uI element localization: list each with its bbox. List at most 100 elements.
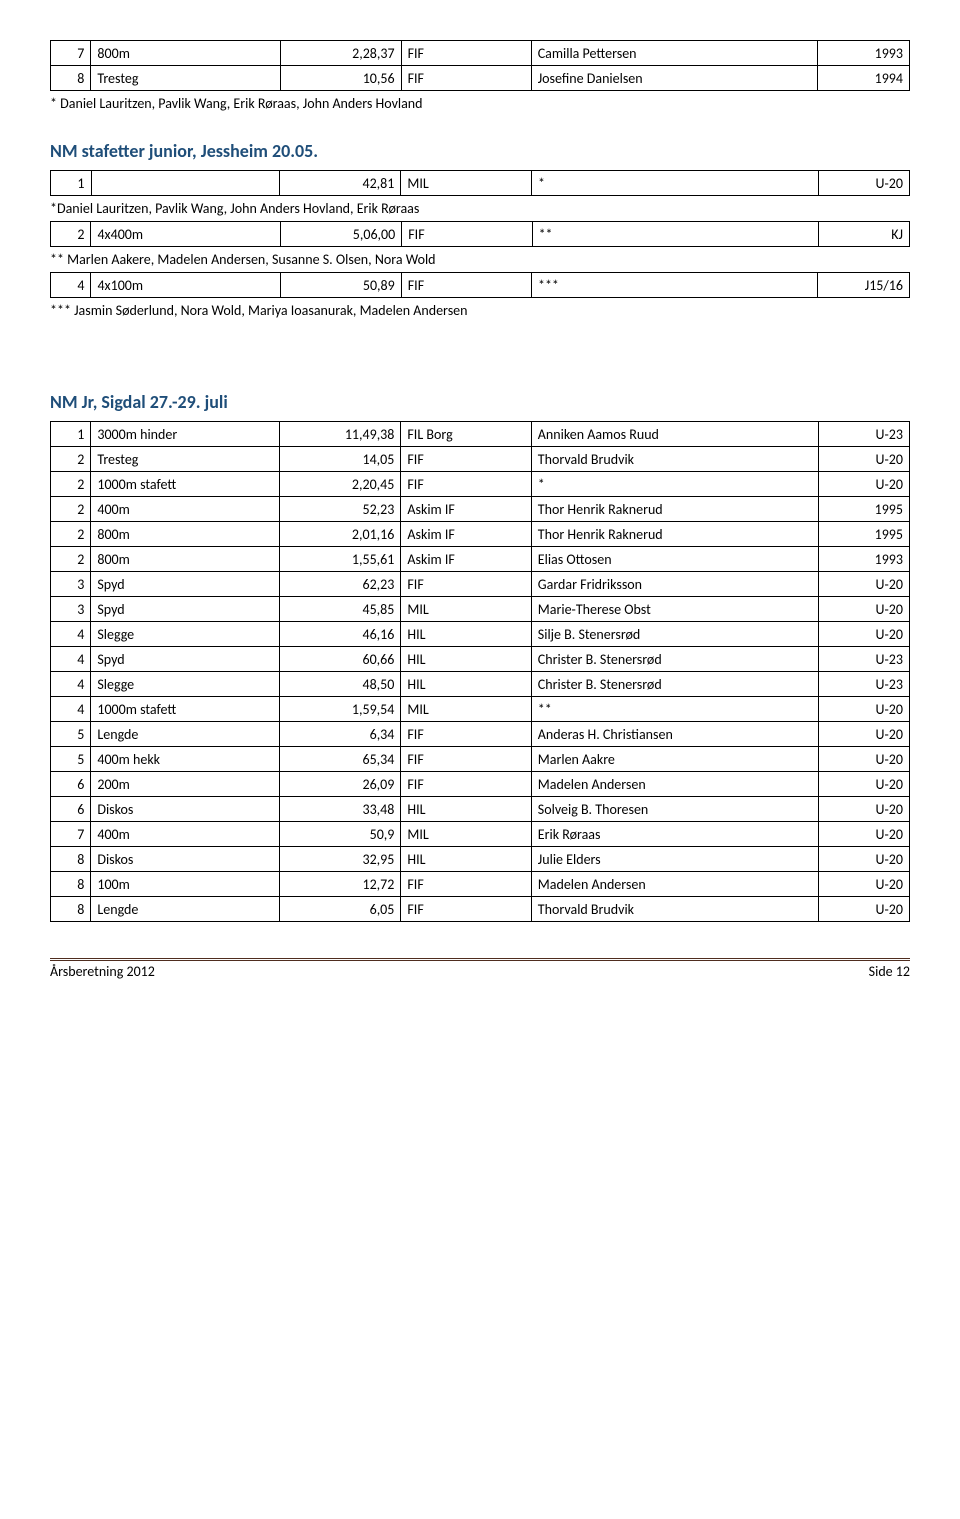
- cell-place: 7: [51, 41, 91, 66]
- cell-place: 4: [51, 273, 91, 298]
- cell-name: Marie-Therese Obst: [531, 597, 818, 622]
- cell-name: Gardar Fridriksson: [531, 572, 818, 597]
- cell-name: Madelen Andersen: [531, 772, 818, 797]
- cell-event: 800m: [91, 41, 280, 66]
- table-row: 4Spyd60,66HILChrister B. StenersrødU-23: [51, 647, 910, 672]
- cell-result: 12,72: [280, 872, 401, 897]
- cell-event: 4x100m: [91, 273, 280, 298]
- cell-result: 6,34: [280, 722, 401, 747]
- cell-year: U-20: [818, 822, 910, 847]
- footer-left: Årsberetning 2012: [50, 963, 155, 980]
- cell-result: 32,95: [280, 847, 401, 872]
- cell-club: FIF: [401, 447, 531, 472]
- cell-year: KJ: [818, 222, 909, 247]
- cell-result: 46,16: [280, 622, 401, 647]
- table-row: 6200m26,09FIFMadelen AndersenU-20: [51, 772, 910, 797]
- cell-club: FIL Borg: [401, 422, 531, 447]
- cell-event: Slegge: [91, 672, 280, 697]
- cell-place: 3: [51, 572, 91, 597]
- cell-club: HIL: [401, 847, 531, 872]
- cell-year: U-20: [818, 447, 910, 472]
- cell-place: 2: [51, 522, 91, 547]
- cell-result: 2,28,37: [280, 41, 401, 66]
- cell-result: 6,05: [280, 897, 401, 922]
- cell-year: U-20: [818, 597, 910, 622]
- cell-result: 2,01,16: [280, 522, 401, 547]
- cell-result: 48,50: [280, 672, 401, 697]
- section1-table1: 1 42,81 MIL * U-20: [50, 170, 910, 196]
- cell-year: U-20: [818, 572, 910, 597]
- table-row: 3Spyd45,85MILMarie-Therese ObstU-20: [51, 597, 910, 622]
- cell-name: Madelen Andersen: [531, 872, 818, 897]
- cell-name: **: [532, 222, 818, 247]
- cell-club: MIL: [401, 597, 531, 622]
- cell-place: 2: [51, 447, 91, 472]
- cell-result: 5,06,00: [280, 222, 401, 247]
- cell-place: 2: [51, 497, 91, 522]
- cell-place: 2: [51, 547, 91, 572]
- cell-event: Diskos: [91, 797, 280, 822]
- section1-note1: *Daniel Lauritzen, Pavlik Wang, John And…: [50, 200, 910, 217]
- cell-club: Askim IF: [401, 522, 531, 547]
- cell-event: Spyd: [91, 597, 280, 622]
- cell-name: Josefine Danielsen: [531, 66, 818, 91]
- cell-place: 4: [51, 622, 91, 647]
- cell-event: Diskos: [91, 847, 280, 872]
- cell-year: 1995: [818, 522, 910, 547]
- section1-heading: NM stafetter junior, Jessheim 20.05.: [50, 140, 910, 162]
- cell-event: Spyd: [91, 647, 280, 672]
- cell-name: Anderas H. Christiansen: [531, 722, 818, 747]
- cell-year: U-20: [818, 797, 910, 822]
- section1-note2: ** Marlen Aakere, Madelen Andersen, Susa…: [50, 251, 910, 268]
- table-row: 8Diskos32,95HILJulie EldersU-20: [51, 847, 910, 872]
- cell-name: Silje B. Stenersrød: [531, 622, 818, 647]
- cell-club: Askim IF: [401, 497, 531, 522]
- note-top: * Daniel Lauritzen, Pavlik Wang, Erik Rø…: [50, 95, 910, 112]
- cell-name: *: [532, 171, 819, 196]
- section1-table3: 4 4x100m 50,89 FIF *** J15/16: [50, 272, 910, 298]
- cell-year: U-20: [818, 472, 910, 497]
- cell-event: 200m: [91, 772, 280, 797]
- cell-year: U-23: [818, 647, 910, 672]
- table-row: 2400m52,23Askim IFThor Henrik Raknerud19…: [51, 497, 910, 522]
- cell-year: U-20: [818, 722, 910, 747]
- results-table-top: 7800m2,28,37FIFCamilla Pettersen19938Tre…: [50, 40, 910, 91]
- cell-name: Christer B. Stenersrød: [531, 647, 818, 672]
- cell-name: Solveig B. Thoresen: [531, 797, 818, 822]
- table-row: 8100m12,72FIFMadelen AndersenU-20: [51, 872, 910, 897]
- cell-place: 4: [51, 672, 91, 697]
- footer-right: Side 12: [869, 963, 910, 980]
- cell-club: MIL: [401, 697, 531, 722]
- cell-year: U-20: [818, 171, 909, 196]
- cell-place: 5: [51, 722, 91, 747]
- section1-note3: *** Jasmin Søderlund, Nora Wold, Mariya …: [50, 302, 910, 319]
- cell-place: 6: [51, 797, 91, 822]
- cell-event: Lengde: [91, 897, 280, 922]
- cell-place: 1: [51, 422, 91, 447]
- cell-result: 65,34: [280, 747, 401, 772]
- cell-club: FIF: [401, 66, 531, 91]
- cell-event: Spyd: [91, 572, 280, 597]
- cell-club: FIF: [401, 472, 531, 497]
- cell-result: 62,23: [280, 572, 401, 597]
- cell-name: Erik Røraas: [531, 822, 818, 847]
- cell-club: Askim IF: [401, 547, 531, 572]
- cell-event: 100m: [91, 872, 280, 897]
- cell-event: 400m hekk: [91, 747, 280, 772]
- cell-place: 8: [51, 872, 91, 897]
- cell-year: U-20: [818, 847, 910, 872]
- cell-year: U-20: [818, 622, 910, 647]
- cell-place: 4: [51, 697, 91, 722]
- cell-name: ***: [531, 273, 817, 298]
- cell-year: 1993: [818, 41, 910, 66]
- cell-result: 14,05: [280, 447, 401, 472]
- cell-result: 52,23: [280, 497, 401, 522]
- cell-club: FIF: [401, 41, 531, 66]
- cell-place: 1: [51, 171, 92, 196]
- table-row: 2800m2,01,16Askim IFThor Henrik Raknerud…: [51, 522, 910, 547]
- cell-club: MIL: [401, 171, 532, 196]
- cell-year: 1994: [818, 66, 910, 91]
- cell-event: [91, 171, 280, 196]
- cell-place: 7: [51, 822, 91, 847]
- cell-club: HIL: [401, 622, 531, 647]
